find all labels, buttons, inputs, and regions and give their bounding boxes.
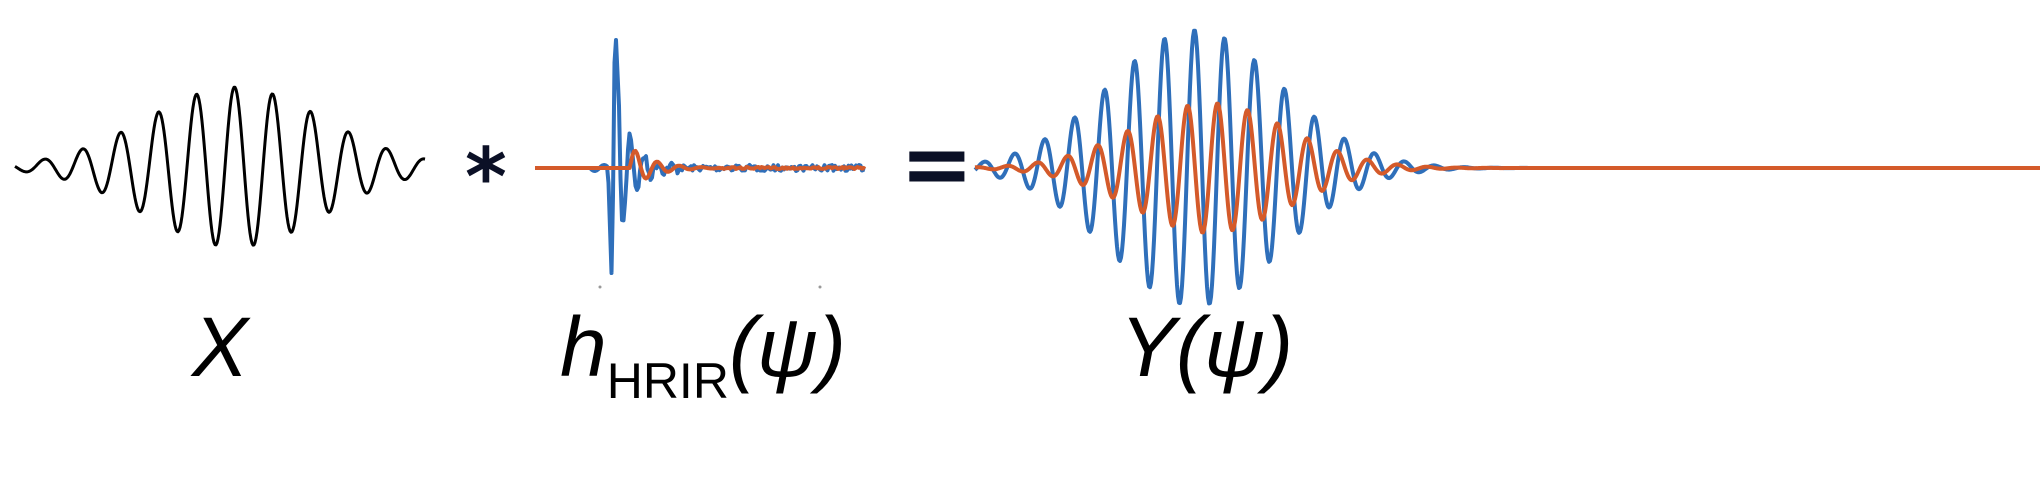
output-orange-series-line — [974, 101, 2040, 235]
hrir-blue-series-line — [534, 38, 866, 275]
label-x: X — [192, 300, 249, 394]
label-hrir-arg: (ψ) — [728, 300, 846, 394]
input-waveform — [14, 85, 426, 247]
output-waveforms — [973, 28, 2040, 306]
label-hrir: hHRIR(ψ) — [560, 305, 846, 406]
label-h: h — [560, 300, 607, 394]
axis-tick — [818, 285, 822, 289]
label-hrir-subscript: HRIR — [606, 353, 729, 409]
hrir-waveforms — [534, 38, 867, 275]
equals-operator: = — [900, 112, 974, 215]
axis-tick — [598, 285, 602, 289]
input-series-line — [14, 85, 426, 247]
convolution-operator: * — [465, 131, 507, 224]
label-y: Y(ψ) — [1120, 300, 1294, 394]
hrir-orange-series-line — [534, 148, 867, 181]
